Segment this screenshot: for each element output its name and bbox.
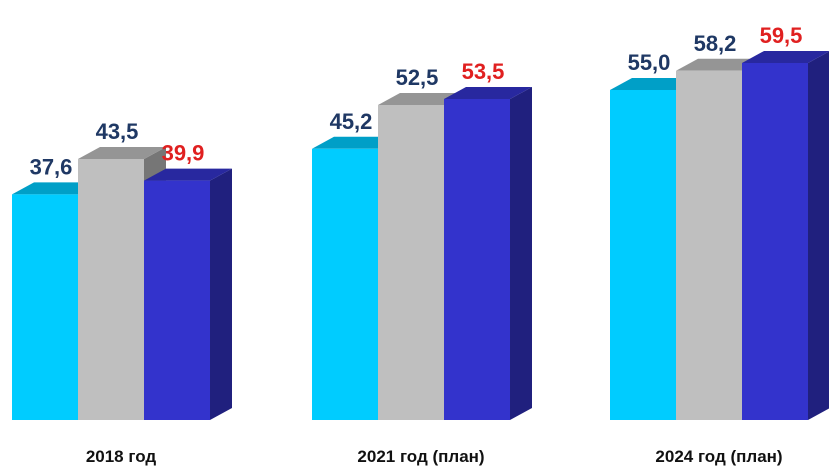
bar-side <box>210 168 232 420</box>
bar-group: 55,0 58,2 59,5 <box>610 23 829 421</box>
bar-top <box>144 168 232 181</box>
data-label: 39,9 <box>162 141 205 166</box>
data-label: 52,5 <box>396 65 439 90</box>
category-label: 2018 год <box>86 447 157 466</box>
bar <box>676 70 742 421</box>
bar <box>742 63 808 420</box>
bar-side <box>808 51 829 420</box>
bar-top <box>78 147 166 159</box>
data-label: 55,0 <box>628 50 671 75</box>
data-label: 37,6 <box>30 154 73 179</box>
category-label: 2024 год (план) <box>655 447 782 466</box>
bar-top <box>742 51 829 63</box>
data-label: 58,2 <box>694 31 737 56</box>
bar <box>444 99 510 420</box>
category-label: 2021 год (план) <box>357 447 484 466</box>
bar-top <box>444 87 532 99</box>
bar-group: 37,6 43,5 39,9 <box>12 119 232 420</box>
bar <box>378 105 444 420</box>
bar-side <box>510 87 532 420</box>
data-label: 53,5 <box>462 59 505 84</box>
bar <box>610 90 676 420</box>
bar <box>78 159 144 420</box>
bar <box>144 180 210 420</box>
data-label: 59,5 <box>760 23 803 48</box>
bar-group: 45,2 52,5 53,5 <box>312 59 532 421</box>
data-label: 45,2 <box>330 109 373 134</box>
bar <box>312 148 378 421</box>
data-label: 43,5 <box>96 119 139 144</box>
bar <box>12 194 78 420</box>
